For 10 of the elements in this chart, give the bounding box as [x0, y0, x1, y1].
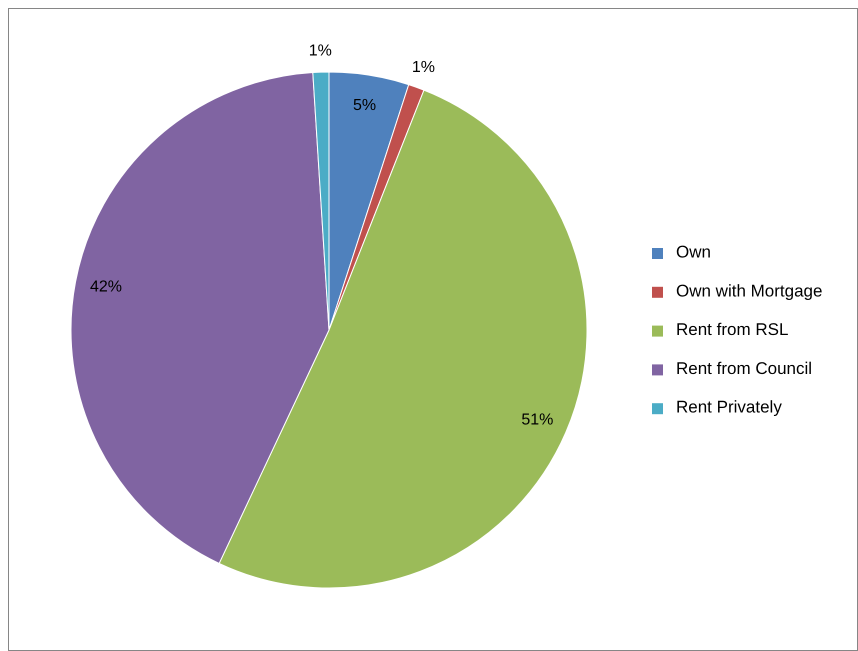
legend-label: Rent Privately: [676, 398, 782, 417]
data-label: 51%: [521, 411, 554, 428]
legend-label: Own with Mortgage: [676, 281, 822, 300]
legend-label: Rent from Council: [676, 358, 812, 378]
data-label: 1%: [308, 42, 332, 60]
data-label: 42%: [90, 278, 122, 296]
data-label: 5%: [352, 96, 376, 114]
legend-label: Rent from RSL: [676, 320, 788, 340]
legend-label: Own: [676, 242, 711, 262]
data-label: 1%: [412, 59, 435, 76]
